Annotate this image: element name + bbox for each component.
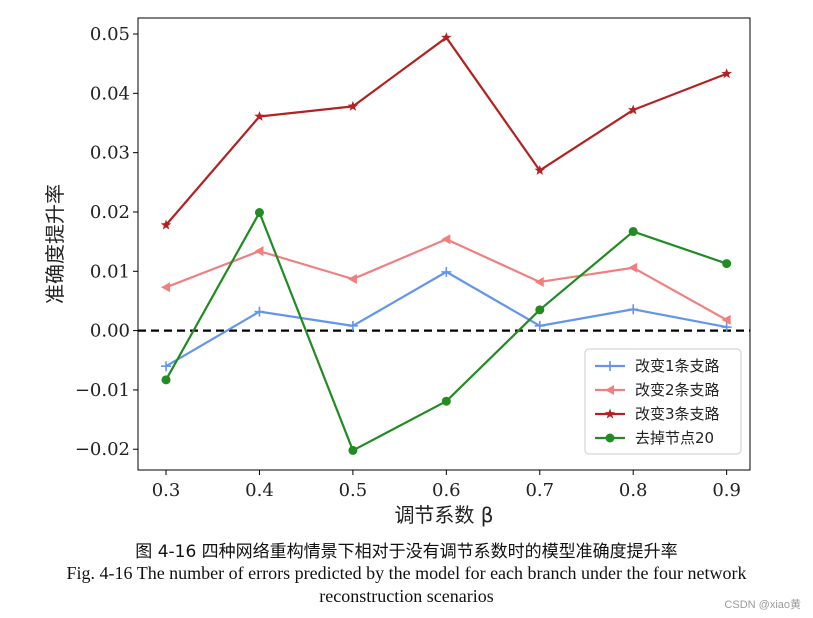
data-point bbox=[347, 100, 359, 111]
data-point bbox=[254, 246, 264, 257]
y-axis-label: 准确度提升率 bbox=[43, 184, 67, 304]
data-point bbox=[441, 234, 451, 245]
x-axis-label: 调节系数 β bbox=[394, 503, 493, 527]
series-3 bbox=[160, 32, 732, 230]
data-point bbox=[721, 322, 732, 333]
data-point bbox=[441, 396, 451, 406]
watermark: CSDN @xiao黄 bbox=[724, 599, 801, 611]
legend-label: 改变2条支路 bbox=[635, 381, 720, 399]
x-tick-label: 0.5 bbox=[339, 480, 368, 501]
data-point bbox=[347, 320, 358, 331]
y-tick-label: 0.00 bbox=[90, 321, 130, 342]
data-point bbox=[722, 259, 732, 269]
data-point bbox=[441, 266, 452, 277]
legend-label: 改变1条支路 bbox=[635, 357, 720, 375]
legend-item: 改变1条支路 bbox=[595, 357, 720, 375]
data-point bbox=[627, 104, 639, 115]
figure-caption-en-line1: Fig. 4-16 The number of errors predicted… bbox=[66, 563, 747, 583]
x-tick-label: 0.7 bbox=[525, 480, 554, 501]
data-point bbox=[441, 32, 452, 43]
data-point bbox=[628, 262, 638, 273]
line-chart: 0.3 0.4 0.5 0.6 0.7 0.8 0.9 −0.02 −0.01 0.00 0.01 0… bbox=[43, 17, 751, 527]
figure-caption-zh: 图 4-16 四种网络重构情景下相对于没有调节系数时的模型准确度提升率 bbox=[135, 542, 678, 562]
y-tick-label: 0.02 bbox=[90, 202, 130, 223]
data-point bbox=[254, 110, 265, 121]
y-tick-label: −0.01 bbox=[75, 380, 130, 401]
data-point bbox=[534, 320, 545, 331]
x-tick-label: 0.8 bbox=[619, 480, 648, 501]
series-2 bbox=[161, 234, 731, 325]
data-point bbox=[628, 304, 639, 315]
data-point bbox=[161, 282, 171, 293]
series-4 bbox=[161, 208, 732, 455]
y-tick-label: 0.05 bbox=[90, 24, 130, 45]
legend-box bbox=[584, 348, 742, 455]
series-1 bbox=[161, 266, 732, 372]
y-tick-label: 0.04 bbox=[90, 83, 130, 104]
y-tick-label: −0.02 bbox=[75, 439, 130, 460]
data-point bbox=[535, 305, 545, 315]
series-line bbox=[165, 238, 728, 321]
legend-label: 去掉节点20 bbox=[635, 429, 714, 447]
legend-marker bbox=[605, 385, 614, 395]
data-point bbox=[347, 273, 357, 284]
data-point bbox=[348, 445, 358, 455]
x-tick-label: 0.9 bbox=[712, 480, 741, 501]
legend-item: 改变2条支路 bbox=[595, 381, 720, 399]
data-point bbox=[160, 219, 172, 230]
data-point bbox=[161, 375, 171, 385]
x-tick-label: 0.4 bbox=[245, 480, 274, 501]
data-point bbox=[161, 361, 172, 372]
data-point bbox=[721, 68, 732, 79]
data-point bbox=[534, 164, 545, 175]
y-tick-label: 0.03 bbox=[90, 143, 130, 164]
legend-label: 改变3条支路 bbox=[635, 405, 720, 423]
data-point bbox=[628, 227, 638, 237]
legend-item: 改变3条支路 bbox=[595, 405, 720, 423]
legend-marker bbox=[604, 408, 616, 419]
legend-item: 去掉节点20 bbox=[595, 429, 714, 447]
legend-marker bbox=[605, 433, 615, 443]
legend-marker bbox=[605, 361, 615, 371]
series-line bbox=[165, 36, 728, 226]
x-tick-label: 0.6 bbox=[432, 480, 461, 501]
plot-frame bbox=[137, 17, 751, 471]
data-point bbox=[254, 306, 265, 317]
data-point bbox=[254, 208, 264, 218]
y-tick-label: 0.01 bbox=[90, 261, 130, 282]
figure-caption-en-line2: reconstruction scenarios bbox=[319, 586, 494, 606]
data-point bbox=[534, 276, 544, 287]
data-point bbox=[721, 314, 731, 325]
x-tick-label: 0.3 bbox=[152, 480, 181, 501]
